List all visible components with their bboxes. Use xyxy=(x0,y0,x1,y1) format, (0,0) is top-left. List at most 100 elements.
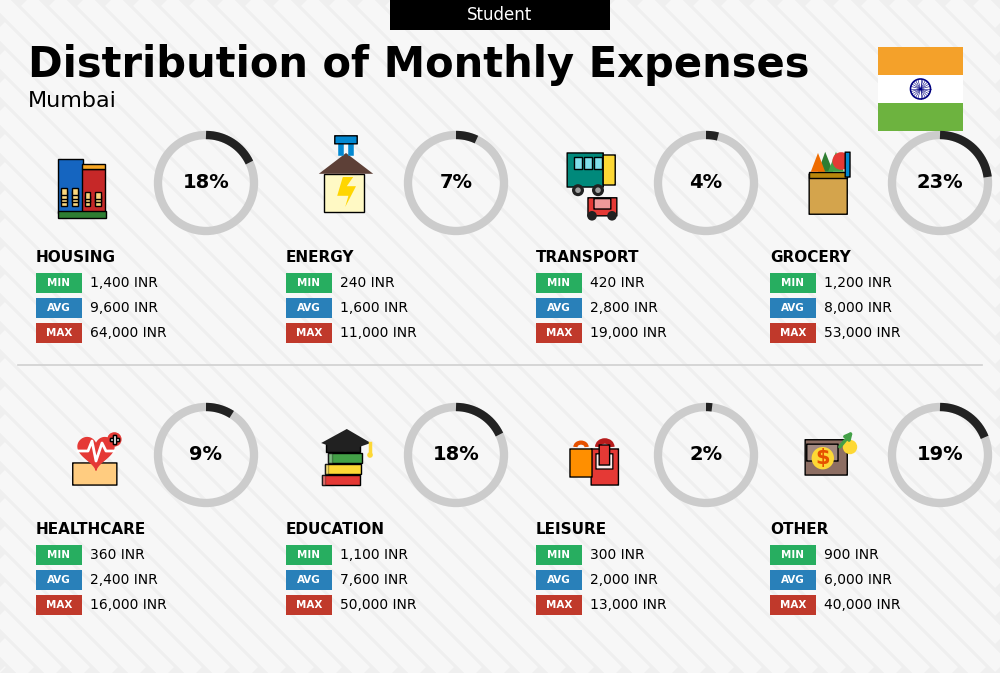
Text: 7,600 INR: 7,600 INR xyxy=(340,573,408,587)
Polygon shape xyxy=(321,429,371,452)
Text: HOUSING: HOUSING xyxy=(36,250,116,266)
Text: MAX: MAX xyxy=(296,600,322,610)
FancyBboxPatch shape xyxy=(95,192,101,199)
FancyBboxPatch shape xyxy=(61,191,67,199)
Text: 2,800 INR: 2,800 INR xyxy=(590,301,658,315)
Text: MIN: MIN xyxy=(548,550,570,560)
FancyBboxPatch shape xyxy=(286,273,332,293)
Polygon shape xyxy=(78,437,114,470)
FancyBboxPatch shape xyxy=(58,159,83,213)
FancyBboxPatch shape xyxy=(536,595,582,615)
FancyBboxPatch shape xyxy=(599,445,610,465)
Text: AVG: AVG xyxy=(547,575,571,585)
Text: 50,000 INR: 50,000 INR xyxy=(340,598,416,612)
Polygon shape xyxy=(811,153,825,172)
FancyBboxPatch shape xyxy=(286,545,332,565)
Circle shape xyxy=(107,432,122,447)
Text: 8,000 INR: 8,000 INR xyxy=(824,301,892,315)
Text: AVG: AVG xyxy=(47,575,71,585)
FancyBboxPatch shape xyxy=(574,157,582,169)
Text: 16,000 INR: 16,000 INR xyxy=(90,598,167,612)
Text: MIN: MIN xyxy=(48,278,70,288)
FancyBboxPatch shape xyxy=(36,298,82,318)
Text: TRANSPORT: TRANSPORT xyxy=(536,250,640,266)
FancyBboxPatch shape xyxy=(113,435,116,444)
Circle shape xyxy=(587,211,597,221)
FancyBboxPatch shape xyxy=(878,103,963,131)
Text: 11,000 INR: 11,000 INR xyxy=(340,326,417,340)
Text: 1,400 INR: 1,400 INR xyxy=(90,276,158,290)
Text: Mumbai: Mumbai xyxy=(28,91,117,111)
Text: 2%: 2% xyxy=(689,446,723,464)
FancyBboxPatch shape xyxy=(322,475,325,485)
FancyBboxPatch shape xyxy=(594,157,602,169)
Text: MIN: MIN xyxy=(298,278,320,288)
Text: 18%: 18% xyxy=(433,446,479,464)
FancyBboxPatch shape xyxy=(325,464,328,474)
FancyBboxPatch shape xyxy=(61,199,67,206)
Circle shape xyxy=(843,439,857,454)
FancyBboxPatch shape xyxy=(58,211,106,218)
Text: 9,600 INR: 9,600 INR xyxy=(90,301,158,315)
FancyBboxPatch shape xyxy=(770,545,816,565)
FancyBboxPatch shape xyxy=(286,323,332,343)
FancyBboxPatch shape xyxy=(72,195,78,203)
FancyBboxPatch shape xyxy=(588,198,617,216)
FancyBboxPatch shape xyxy=(845,152,850,177)
Text: 1,600 INR: 1,600 INR xyxy=(340,301,408,315)
Text: MAX: MAX xyxy=(46,328,72,338)
FancyBboxPatch shape xyxy=(326,443,360,452)
Circle shape xyxy=(832,152,850,170)
Text: 900 INR: 900 INR xyxy=(824,548,879,562)
FancyBboxPatch shape xyxy=(335,136,357,144)
FancyBboxPatch shape xyxy=(770,298,816,318)
FancyBboxPatch shape xyxy=(328,453,362,462)
FancyBboxPatch shape xyxy=(61,195,67,203)
FancyBboxPatch shape xyxy=(603,155,615,185)
FancyBboxPatch shape xyxy=(591,449,618,485)
FancyBboxPatch shape xyxy=(324,174,364,212)
Text: Distribution of Monthly Expenses: Distribution of Monthly Expenses xyxy=(28,44,810,86)
FancyBboxPatch shape xyxy=(570,449,592,477)
Text: 2,000 INR: 2,000 INR xyxy=(590,573,658,587)
Text: 240 INR: 240 INR xyxy=(340,276,395,290)
FancyBboxPatch shape xyxy=(805,439,847,475)
Text: MIN: MIN xyxy=(782,550,804,560)
FancyBboxPatch shape xyxy=(286,570,332,590)
FancyBboxPatch shape xyxy=(72,199,78,206)
FancyBboxPatch shape xyxy=(596,454,613,469)
FancyBboxPatch shape xyxy=(61,188,67,195)
Text: 4%: 4% xyxy=(689,174,723,192)
Text: Student: Student xyxy=(467,6,533,24)
FancyBboxPatch shape xyxy=(567,153,603,187)
FancyBboxPatch shape xyxy=(536,273,582,293)
Text: 420 INR: 420 INR xyxy=(590,276,645,290)
Text: EDUCATION: EDUCATION xyxy=(286,522,385,538)
Circle shape xyxy=(572,184,584,197)
FancyBboxPatch shape xyxy=(807,444,838,461)
Text: LEISURE: LEISURE xyxy=(536,522,607,538)
FancyBboxPatch shape xyxy=(809,172,847,178)
Text: 9%: 9% xyxy=(190,446,222,464)
Circle shape xyxy=(592,184,604,197)
Text: AVG: AVG xyxy=(297,575,321,585)
Circle shape xyxy=(575,187,581,193)
Text: 23%: 23% xyxy=(917,174,963,192)
Text: AVG: AVG xyxy=(47,303,71,313)
Text: AVG: AVG xyxy=(297,303,321,313)
Text: 40,000 INR: 40,000 INR xyxy=(824,598,900,612)
Text: MAX: MAX xyxy=(46,600,72,610)
Text: 1,200 INR: 1,200 INR xyxy=(824,276,892,290)
FancyBboxPatch shape xyxy=(536,298,582,318)
FancyBboxPatch shape xyxy=(36,323,82,343)
Text: MAX: MAX xyxy=(780,328,806,338)
FancyBboxPatch shape xyxy=(110,438,119,441)
FancyBboxPatch shape xyxy=(110,438,119,441)
FancyBboxPatch shape xyxy=(770,323,816,343)
Text: MIN: MIN xyxy=(548,278,570,288)
Text: AVG: AVG xyxy=(781,575,805,585)
FancyBboxPatch shape xyxy=(36,545,82,565)
Text: 53,000 INR: 53,000 INR xyxy=(824,326,900,340)
Text: 64,000 INR: 64,000 INR xyxy=(90,326,167,340)
FancyBboxPatch shape xyxy=(36,595,82,615)
